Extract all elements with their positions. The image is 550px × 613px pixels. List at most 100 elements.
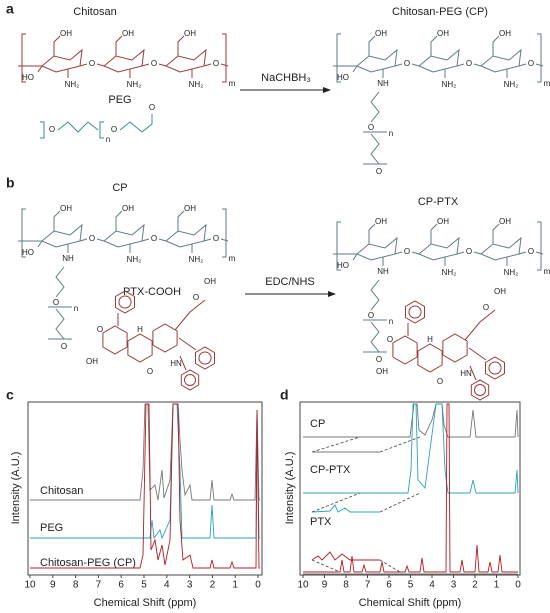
atom-label: HO — [22, 73, 34, 82]
atom-label: O — [49, 125, 55, 134]
spectrum — [303, 403, 519, 438]
spectra — [303, 403, 519, 575]
compound-name: PTX-COOH — [123, 286, 181, 298]
bond — [407, 309, 496, 381]
bond — [535, 63, 544, 67]
atom-label: O — [483, 303, 489, 312]
bond — [79, 238, 88, 242]
panel-label: d — [280, 387, 289, 403]
atom-label: OH — [184, 204, 196, 213]
bond — [473, 63, 482, 67]
trace-label: Chitosan — [40, 485, 83, 497]
atom-label: O — [193, 293, 199, 302]
x-tick-label: 8 — [343, 580, 349, 591]
atom-label: HO — [337, 73, 349, 82]
bond — [394, 63, 403, 67]
bond — [158, 63, 167, 67]
atom-label: OH — [494, 287, 506, 296]
atom-label: O — [61, 342, 67, 351]
bond — [220, 238, 229, 242]
bond — [55, 308, 65, 340]
bond — [418, 236, 460, 261]
aromatic-ring — [184, 374, 196, 386]
atom-label: OH — [375, 29, 387, 38]
y-axis-label: Intensity (A.U.) — [10, 452, 22, 525]
atom-label: O — [437, 377, 443, 386]
bond — [537, 33, 542, 83]
bond — [37, 240, 43, 248]
bond — [41, 48, 83, 73]
atom-label: m — [229, 254, 236, 263]
spectra — [30, 403, 260, 569]
atom-label: O — [53, 298, 59, 307]
atom-label: OH — [122, 29, 134, 38]
atom-label: H — [427, 335, 433, 344]
x-tick-label: 4 — [429, 580, 435, 591]
bond — [535, 251, 544, 255]
trace-label: PTX — [310, 516, 332, 528]
bond — [492, 35, 500, 56]
atom-label: O — [376, 167, 382, 176]
bond — [411, 63, 420, 67]
bond — [336, 221, 341, 271]
bond — [55, 266, 65, 298]
x-tick-label: 9 — [322, 580, 328, 591]
atom-label: H — [137, 325, 143, 334]
spectrum — [303, 403, 518, 573]
bond — [21, 208, 26, 258]
bond — [417, 343, 443, 373]
atom-label: HN — [170, 359, 182, 368]
atom-label: m — [544, 79, 550, 88]
atom-label: NH₂ — [189, 80, 204, 89]
atom-label: O — [387, 335, 393, 344]
atom-label: O — [404, 247, 410, 256]
bond — [180, 369, 200, 391]
bond — [370, 279, 380, 311]
bond — [117, 299, 206, 371]
bond — [165, 48, 207, 73]
atom-label: NH₂ — [189, 255, 204, 264]
atom-label: NH₂ — [442, 268, 457, 277]
x-tick-label: 4 — [164, 580, 170, 591]
bond — [480, 48, 522, 73]
inset-guide — [311, 559, 401, 573]
bond — [103, 48, 145, 73]
atom-label: O — [151, 234, 157, 243]
trace-label: PEG — [40, 522, 63, 534]
y-axis-label: Intensity (A.U.) — [284, 452, 296, 525]
atom-label: NH₂ — [442, 80, 457, 89]
atom-label: O — [466, 59, 472, 68]
atom-label: O — [376, 355, 382, 364]
bond — [57, 121, 99, 133]
atom-label: n — [74, 304, 78, 313]
bond — [37, 65, 43, 73]
compound-name: CP-PTX — [418, 196, 459, 208]
atom-label: OH — [204, 277, 216, 286]
atom-label: OH — [375, 217, 387, 226]
atom-label: HO — [337, 261, 349, 270]
bond — [405, 300, 425, 324]
x-tick-label: 0 — [515, 580, 521, 591]
bond — [430, 223, 438, 244]
bond — [21, 33, 26, 83]
atom-label: n — [389, 317, 393, 326]
x-tick-label: 10 — [24, 580, 36, 591]
x-tick-label: 0 — [255, 580, 261, 591]
bond — [103, 223, 145, 248]
plot-frame — [27, 401, 263, 576]
bond — [480, 236, 522, 261]
reagent: EDC/NHS — [265, 276, 315, 288]
atom-label: NH₂ — [127, 80, 142, 89]
bond — [48, 306, 72, 340]
bond — [115, 210, 123, 231]
aromatic-ring — [408, 305, 422, 319]
bond — [492, 223, 500, 244]
bond — [370, 321, 380, 353]
bond — [336, 33, 341, 83]
x-axis-label: Chemical Shift (ppm) — [359, 597, 462, 609]
bond — [152, 323, 178, 353]
trace-label: CP — [310, 418, 325, 430]
bond — [53, 210, 61, 231]
x-tick-label: 1 — [232, 580, 238, 591]
x-tick-label: 2 — [472, 580, 478, 591]
